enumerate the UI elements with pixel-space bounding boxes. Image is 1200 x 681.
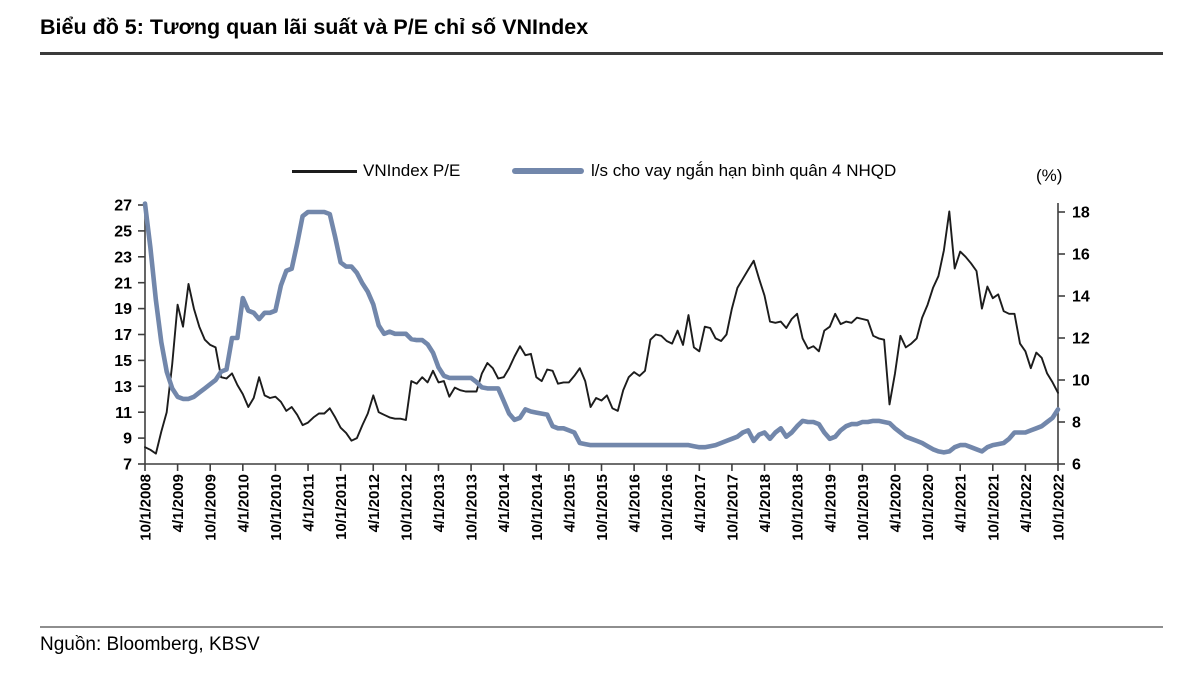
left-tick-label: 15 xyxy=(114,353,132,370)
left-tick-label: 21 xyxy=(114,275,132,292)
right-tick-label: 6 xyxy=(1072,457,1081,474)
left-tick-label: 17 xyxy=(114,327,132,344)
x-tick-label: 4/1/2009 xyxy=(170,474,187,532)
x-tick-label: 10/1/2014 xyxy=(529,473,546,540)
x-tick-label: 10/1/2008 xyxy=(138,474,155,541)
x-tick-label: 10/1/2015 xyxy=(594,474,611,541)
x-tick-label: 10/1/2018 xyxy=(790,474,807,541)
x-tick-label: 4/1/2021 xyxy=(953,474,970,532)
legend-label-vnindex-pe: VNIndex P/E xyxy=(363,161,461,180)
left-tick-label: 13 xyxy=(114,379,132,396)
x-tick-label: 10/1/2016 xyxy=(659,474,676,541)
x-tick-label: 4/1/2016 xyxy=(627,474,644,532)
x-tick-label: 4/1/2014 xyxy=(496,473,513,532)
right-tick-label: 10 xyxy=(1072,373,1090,390)
right-tick-label: 18 xyxy=(1072,205,1090,222)
x-tick-label: 4/1/2012 xyxy=(366,474,383,532)
x-tick-label: 4/1/2011 xyxy=(301,474,318,532)
right-tick-label: 14 xyxy=(1072,289,1090,306)
x-tick-label: 10/1/2010 xyxy=(268,474,285,541)
left-tick-label: 9 xyxy=(123,431,132,448)
left-tick-label: 19 xyxy=(114,301,132,318)
left-tick-label: 11 xyxy=(115,405,132,422)
left-tick-label: 25 xyxy=(114,224,132,241)
right-tick-label: 12 xyxy=(1072,331,1090,348)
left-tick-label: 7 xyxy=(123,457,132,474)
x-tick-label: 10/1/2017 xyxy=(724,474,741,541)
x-tick-label: 4/1/2015 xyxy=(561,474,578,532)
x-tick-label: 10/1/2009 xyxy=(203,474,220,541)
x-tick-label: 4/1/2018 xyxy=(757,474,774,532)
vnindex-pe-line xyxy=(144,210,1059,455)
x-tick-label: 10/1/2019 xyxy=(855,474,872,541)
x-tick-label: 10/1/2011 xyxy=(333,474,350,540)
right-tick-label: 8 xyxy=(1072,415,1081,432)
x-tick-label: 4/1/2010 xyxy=(235,474,252,532)
source-note: Nguồn: Bloomberg, KBSV xyxy=(40,634,260,655)
x-tick-label: 10/1/2022 xyxy=(1051,474,1068,541)
x-tick-label: 4/1/2019 xyxy=(822,474,839,532)
legend-line-swatch-lending-rate xyxy=(512,168,584,174)
left-tick-label: 23 xyxy=(114,249,132,266)
x-tick-label: 4/1/2022 xyxy=(1018,474,1035,532)
source-divider xyxy=(40,626,1163,628)
x-tick-label: 10/1/2021 xyxy=(985,474,1002,541)
title-divider xyxy=(40,52,1163,55)
lending-rate-line xyxy=(142,201,1061,455)
x-tick-label: 10/1/2020 xyxy=(920,474,937,541)
chart-title: Biểu đồ 5: Tương quan lãi suất và P/E ch… xyxy=(40,15,589,39)
x-tick-label: 10/1/2012 xyxy=(398,474,415,541)
left-tick-label: 27 xyxy=(114,198,132,215)
x-tick-label: 4/1/2020 xyxy=(887,474,904,532)
x-tick-label: 4/1/2013 xyxy=(431,474,448,532)
legend-line-swatch-pe xyxy=(292,170,357,173)
right-tick-label: 16 xyxy=(1072,247,1090,264)
x-tick-label: 4/1/2017 xyxy=(692,474,709,532)
legend-label-lending-rate: l/s cho vay ngắn hạn bình quân 4 NHQD xyxy=(591,161,897,180)
x-tick-label: 10/1/2013 xyxy=(464,474,481,541)
right-axis-unit-label: (%) xyxy=(1036,166,1063,185)
